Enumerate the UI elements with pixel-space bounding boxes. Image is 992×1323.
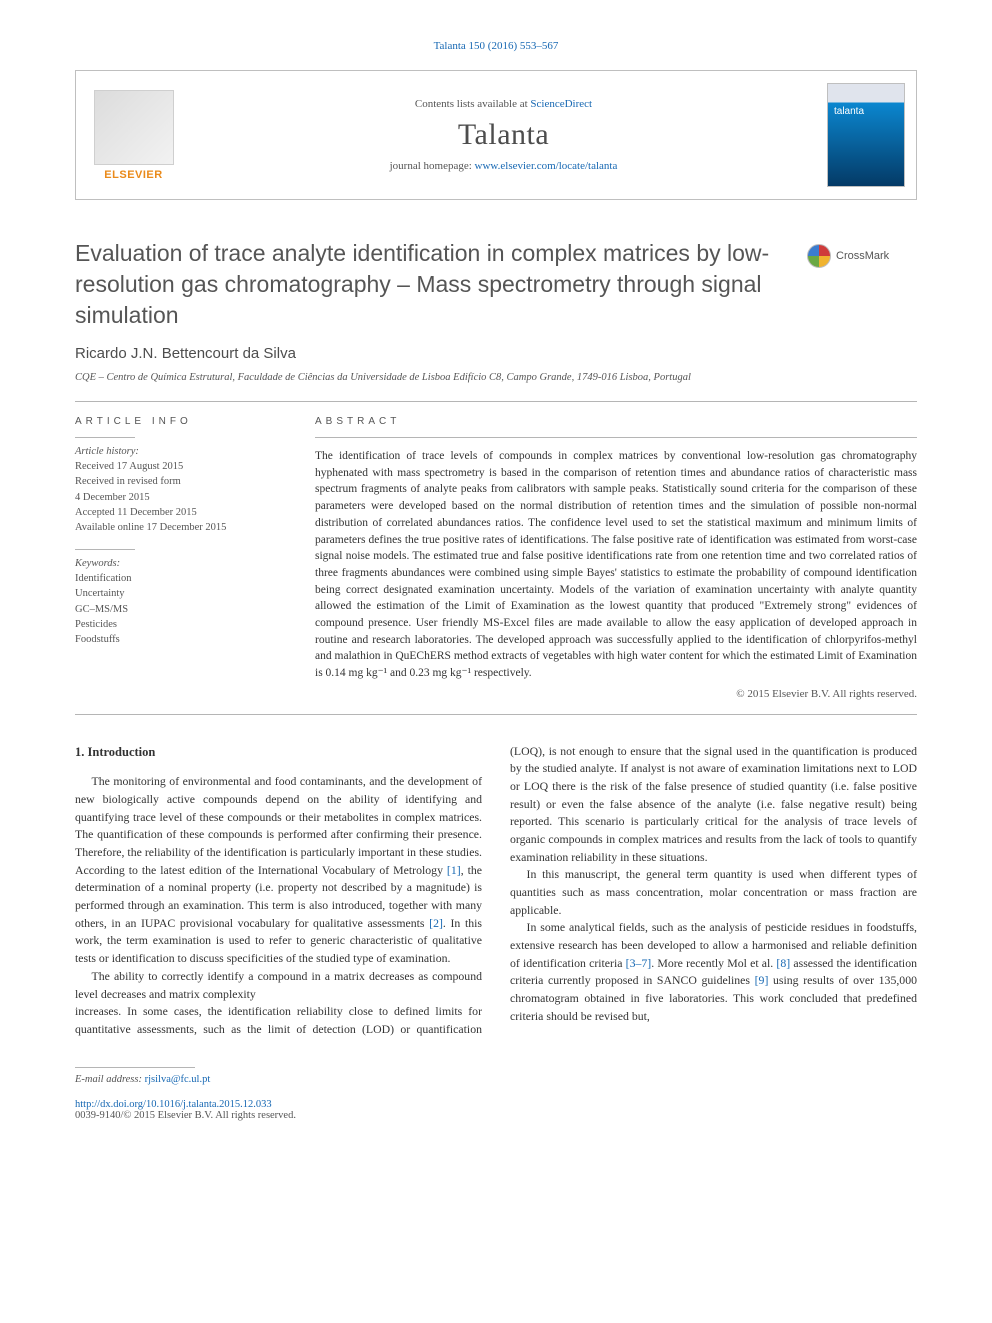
divider	[75, 437, 135, 438]
cover-panel: talanta	[816, 71, 916, 199]
section-heading-intro: 1. Introduction	[75, 743, 482, 762]
keyword: Pesticides	[75, 617, 283, 632]
keyword: GC–MS/MS	[75, 602, 283, 617]
keyword: Identification	[75, 571, 283, 586]
keywords-label: Keywords:	[75, 558, 283, 569]
crossmark-icon	[807, 244, 831, 268]
citation-link[interactable]: [2]	[429, 916, 443, 930]
author-name: Ricardo J.N. Bettencourt da Silva	[75, 345, 917, 362]
abstract-column: ABSTRACT The identification of trace lev…	[315, 416, 917, 699]
crossmark-label: CrossMark	[836, 250, 889, 262]
crossmark-badge[interactable]: CrossMark	[807, 244, 917, 268]
keywords-block: Identification Uncertainty GC–MS/MS Pest…	[75, 571, 283, 647]
header-center: Contents lists available at ScienceDirec…	[191, 71, 816, 199]
email-line: E-mail address: rjsilva@fc.ul.pt	[75, 1074, 917, 1085]
author-email-link[interactable]: rjsilva@fc.ul.pt	[145, 1074, 211, 1085]
body-paragraph: The monitoring of environmental and food…	[75, 773, 482, 968]
journal-name: Talanta	[191, 118, 816, 152]
body-text: The ability to correctly identify a comp…	[75, 969, 482, 1001]
email-label: E-mail address:	[75, 1074, 145, 1085]
citation-link[interactable]: [1]	[447, 863, 461, 877]
issn-copyright: 0039-9140/© 2015 Elsevier B.V. All right…	[75, 1110, 917, 1121]
history-revised-line2: 4 December 2015	[75, 490, 283, 505]
elsevier-tree-icon	[94, 90, 174, 165]
history-accepted: Accepted 11 December 2015	[75, 505, 283, 520]
body-paragraph: In some analytical fields, such as the a…	[510, 919, 917, 1025]
citation-link[interactable]: [8]	[776, 956, 790, 970]
body-paragraph: In this manuscript, the general term qua…	[510, 866, 917, 919]
contents-prefix: Contents lists available at	[415, 98, 530, 110]
history-revised-line1: Received in revised form	[75, 474, 283, 489]
abstract-copyright: © 2015 Elsevier B.V. All rights reserved…	[315, 688, 917, 700]
contents-line: Contents lists available at ScienceDirec…	[191, 98, 816, 110]
body-columns: 1. Introduction The monitoring of enviro…	[75, 743, 917, 1039]
keyword: Foodstuffs	[75, 632, 283, 647]
keyword: Uncertainty	[75, 586, 283, 601]
publisher-name: ELSEVIER	[104, 169, 162, 181]
body-text: The monitoring of environmental and food…	[75, 774, 482, 876]
divider	[75, 1067, 195, 1068]
journal-ref-link[interactable]: Talanta 150 (2016) 553–567	[434, 40, 559, 52]
divider	[75, 549, 135, 550]
doi-link[interactable]: http://dx.doi.org/10.1016/j.talanta.2015…	[75, 1099, 272, 1110]
journal-reference: Talanta 150 (2016) 553–567	[75, 40, 917, 52]
citation-link[interactable]: [9]	[755, 973, 769, 987]
sciencedirect-link[interactable]: ScienceDirect	[530, 98, 592, 110]
divider	[315, 437, 917, 438]
history-online: Available online 17 December 2015	[75, 520, 283, 535]
article-info-heading: ARTICLE INFO	[75, 416, 283, 427]
abstract-text: The identification of trace levels of co…	[315, 448, 917, 681]
abstract-heading: ABSTRACT	[315, 416, 917, 427]
article-info-column: ARTICLE INFO Article history: Received 1…	[75, 416, 283, 699]
cover-title: talanta	[834, 106, 864, 117]
divider	[75, 401, 917, 402]
author-affiliation: CQE – Centro de Química Estrutural, Facu…	[75, 372, 917, 383]
homepage-link[interactable]: www.elsevier.com/locate/talanta	[475, 160, 618, 172]
homepage-line: journal homepage: www.elsevier.com/locat…	[191, 160, 816, 172]
history-label: Article history:	[75, 446, 283, 457]
journal-cover-thumb: talanta	[827, 83, 905, 187]
doi-block: http://dx.doi.org/10.1016/j.talanta.2015…	[75, 1099, 917, 1121]
citation-link[interactable]: [3–7]	[626, 956, 652, 970]
page-footer: E-mail address: rjsilva@fc.ul.pt http://…	[75, 1067, 917, 1121]
body-text: . More recently Mol et al.	[651, 956, 776, 970]
body-text: In this manuscript, the general term qua…	[510, 867, 917, 916]
divider	[75, 714, 917, 715]
publisher-panel: ELSEVIER	[76, 71, 191, 199]
journal-header-box: ELSEVIER Contents lists available at Sci…	[75, 70, 917, 200]
body-paragraph: The ability to correctly identify a comp…	[75, 968, 482, 1003]
homepage-prefix: journal homepage:	[390, 160, 475, 172]
article-title: Evaluation of trace analyte identificati…	[75, 238, 787, 331]
history-block: Received 17 August 2015 Received in revi…	[75, 459, 283, 535]
history-received: Received 17 August 2015	[75, 459, 283, 474]
